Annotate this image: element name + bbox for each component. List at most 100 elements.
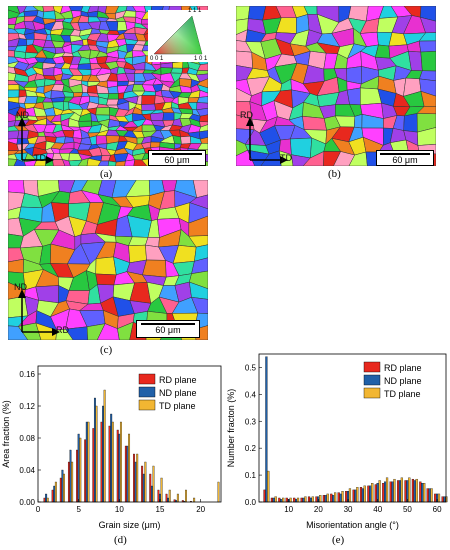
grain bbox=[198, 130, 208, 140]
grain bbox=[150, 141, 161, 148]
bar-rd-plane bbox=[51, 489, 54, 503]
grain bbox=[416, 106, 436, 115]
x-tick-label: 10 bbox=[284, 505, 293, 514]
x-tick-label: 20 bbox=[196, 505, 205, 514]
grain bbox=[8, 158, 18, 166]
bar-td-plane bbox=[356, 487, 359, 503]
grain bbox=[117, 321, 134, 340]
x-tick-label: 20 bbox=[314, 505, 323, 514]
x-tick-label: 15 bbox=[156, 505, 165, 514]
ipf-triangle bbox=[148, 10, 208, 62]
axis-arrows-a bbox=[18, 117, 54, 164]
bar-nd-plane bbox=[421, 483, 424, 503]
bar-rd-plane bbox=[396, 480, 400, 503]
bar-rd-plane bbox=[149, 473, 152, 503]
grain bbox=[63, 101, 70, 111]
bar-td-plane bbox=[445, 496, 448, 503]
bar-td-plane bbox=[319, 495, 322, 503]
axis-label-vertical-c: ND bbox=[14, 282, 27, 292]
grain bbox=[189, 281, 208, 300]
bar-rd-plane bbox=[307, 496, 311, 503]
bar-rd-plane bbox=[404, 480, 407, 503]
bar-rd-plane bbox=[441, 496, 444, 503]
bar-td-plane bbox=[193, 497, 196, 503]
bar-td-plane bbox=[423, 483, 426, 503]
grain bbox=[24, 95, 38, 104]
bar-nd-plane bbox=[77, 433, 80, 503]
bar-rd-plane bbox=[374, 484, 377, 503]
grain bbox=[420, 50, 436, 72]
bar-rd-plane bbox=[141, 465, 144, 503]
caption-b: (b) bbox=[328, 168, 341, 180]
grain bbox=[417, 127, 436, 146]
grain bbox=[62, 159, 71, 166]
bar-rd-plane bbox=[165, 493, 168, 503]
grain bbox=[106, 98, 119, 106]
axis-label-vertical-a: ND bbox=[16, 110, 29, 120]
grain bbox=[418, 32, 436, 42]
grain bbox=[97, 160, 110, 166]
bar-nd-plane bbox=[53, 485, 56, 503]
bar-td-plane bbox=[371, 483, 374, 503]
grain bbox=[133, 159, 148, 166]
grain bbox=[348, 151, 368, 166]
grain bbox=[141, 95, 156, 105]
bar-nd-plane bbox=[428, 488, 431, 503]
grain bbox=[141, 103, 157, 111]
bar-nd-plane bbox=[413, 480, 416, 503]
grain bbox=[191, 296, 208, 314]
grain bbox=[353, 114, 363, 129]
grain bbox=[197, 63, 208, 71]
bar-nd-plane bbox=[443, 496, 446, 503]
bar-rd-plane bbox=[92, 428, 95, 503]
bar-rd-plane bbox=[157, 489, 160, 503]
chart-e: 10 20 30 40 50 60 0.0 0.1 0.2 0.3 0.4 0.5 Misorienta… bbox=[226, 353, 448, 530]
grain bbox=[86, 84, 98, 94]
y-tick-label: 0.04 bbox=[19, 466, 35, 475]
y-axis-label: Area fraction (%) bbox=[1, 400, 11, 468]
scale-bar-label-a: 60 μm bbox=[164, 155, 190, 165]
grain bbox=[8, 325, 29, 340]
bar-rd-plane bbox=[345, 491, 348, 503]
grain bbox=[52, 159, 66, 166]
grain bbox=[323, 151, 342, 166]
bar-td-plane bbox=[103, 389, 106, 503]
x-tick-label: 5 bbox=[76, 505, 81, 514]
legend-label: ND plane bbox=[384, 376, 422, 386]
bar-td-plane bbox=[348, 488, 352, 503]
bar-td-plane bbox=[274, 496, 277, 503]
grain bbox=[302, 151, 325, 166]
axis-label-horizontal-c: RD bbox=[56, 325, 69, 335]
grain bbox=[188, 235, 208, 248]
legend-swatch bbox=[138, 386, 156, 398]
grain bbox=[419, 16, 436, 34]
x-tick-label: 40 bbox=[373, 505, 382, 514]
caption-d: (d) bbox=[114, 534, 127, 546]
bar-nd-plane bbox=[142, 473, 145, 503]
grain bbox=[142, 259, 167, 278]
bar-rd-plane bbox=[419, 481, 422, 503]
bar-rd-plane bbox=[263, 489, 266, 503]
grain bbox=[189, 194, 208, 210]
caption-c: (c) bbox=[100, 344, 113, 356]
grain bbox=[162, 112, 175, 121]
grain bbox=[55, 328, 74, 340]
bar-rd-plane bbox=[359, 487, 363, 503]
bar-rd-plane bbox=[278, 497, 281, 503]
bar-rd-plane bbox=[84, 439, 87, 503]
grain bbox=[65, 326, 88, 340]
grain bbox=[191, 257, 208, 275]
scale-bar-a: 60 μm bbox=[148, 150, 206, 166]
bar-nd-plane bbox=[45, 493, 48, 503]
y-tick-label: 0.3 bbox=[245, 417, 257, 426]
grain bbox=[8, 89, 20, 98]
grain bbox=[419, 70, 436, 82]
bar-td-plane bbox=[71, 461, 74, 503]
grain bbox=[107, 160, 117, 166]
bar-rd-plane bbox=[434, 493, 437, 503]
scale-bar-label-c: 60 μm bbox=[155, 325, 181, 335]
grain bbox=[199, 121, 208, 128]
bar-td-plane bbox=[176, 493, 179, 503]
bar-rd-plane bbox=[108, 425, 111, 503]
grain bbox=[195, 73, 208, 83]
